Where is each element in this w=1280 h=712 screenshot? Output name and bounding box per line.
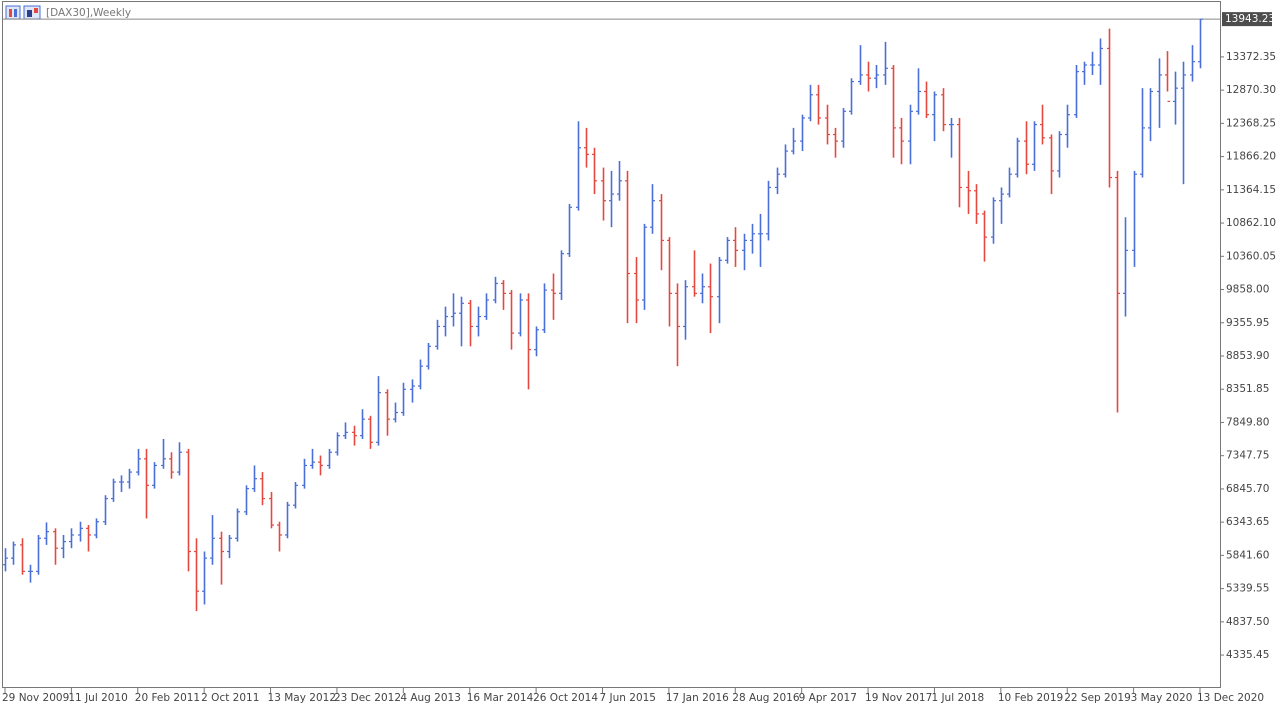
x-tick-label: 3 May 2020 xyxy=(1131,692,1193,704)
y-tick-label: 7347.75 xyxy=(1226,450,1269,462)
axes: 4335.45 4837.50 5339.55 5841.60 6343.65 6845.… xyxy=(2,12,1276,704)
y-tick-label: 12870.30 xyxy=(1226,84,1276,96)
y-tick-label: 8853.90 xyxy=(1226,350,1269,362)
plot-frame xyxy=(2,1,1221,688)
x-tick-label: 11 Jul 2010 xyxy=(68,692,127,704)
y-tick-label: 10862.10 xyxy=(1226,217,1276,229)
x-tick-label: 4 Aug 2013 xyxy=(400,692,461,704)
y-tick-label: 11364.15 xyxy=(1226,184,1276,196)
y-tick-label: 11866.20 xyxy=(1226,151,1276,163)
y-tick-label: 7849.80 xyxy=(1226,416,1269,428)
x-tick-label: 20 Feb 2011 xyxy=(135,692,200,704)
icon xyxy=(9,9,12,17)
y-tick-label: 12368.25 xyxy=(1226,117,1276,129)
x-tick-label: 22 Sep 2019 xyxy=(1064,692,1131,704)
y-tick-label: 13372.35 xyxy=(1226,51,1276,63)
last-price-box xyxy=(1222,12,1272,27)
x-tick-label: 10 Feb 2019 xyxy=(998,692,1063,704)
x-tick-label: 1 Jul 2018 xyxy=(931,692,984,704)
x-tick-label: 17 Jan 2016 xyxy=(666,692,729,704)
x-tick-label: 26 Oct 2014 xyxy=(533,692,598,704)
x-tick-label: 9 Apr 2017 xyxy=(799,692,857,704)
x-tick-label: 19 Nov 2017 xyxy=(865,692,932,704)
x-tick-label: 13 May 2012 xyxy=(268,692,336,704)
chart-title: [DAX30],Weekly xyxy=(46,7,131,19)
y-tick-label: 6343.65 xyxy=(1226,516,1269,528)
y-tick-label: 8351.85 xyxy=(1226,383,1269,395)
x-tick-label: 16 Mar 2014 xyxy=(467,692,534,704)
toolbar-icons xyxy=(5,5,41,20)
icon xyxy=(27,10,32,17)
y-tick-label: 6845.70 xyxy=(1226,483,1269,495)
y-tick-label: 10360.05 xyxy=(1226,250,1276,262)
icon xyxy=(34,8,38,13)
x-tick-label: 28 Aug 2016 xyxy=(732,692,800,704)
bars xyxy=(3,18,1203,612)
x-tick-label: 23 Dec 2012 xyxy=(334,692,401,704)
y-tick-label: 5841.60 xyxy=(1226,549,1269,561)
y-tick-label: 9858.00 xyxy=(1226,284,1269,296)
x-tick-label: 13 Dec 2020 xyxy=(1197,692,1264,704)
x-tick-label: 7 Jun 2015 xyxy=(600,692,656,704)
x-tick-label: 2 Oct 2011 xyxy=(201,692,259,704)
y-tick-label: 9355.95 xyxy=(1226,317,1269,329)
icon xyxy=(5,5,21,20)
y-tick-label: 5339.55 xyxy=(1226,583,1269,595)
icon xyxy=(14,9,17,17)
last-price-label: 13943.23 xyxy=(1225,13,1275,25)
y-tick-label: 4335.45 xyxy=(1226,649,1269,661)
x-tick-label: 29 Nov 2009 xyxy=(2,692,69,704)
y-tick-label: 4837.50 xyxy=(1226,616,1269,628)
